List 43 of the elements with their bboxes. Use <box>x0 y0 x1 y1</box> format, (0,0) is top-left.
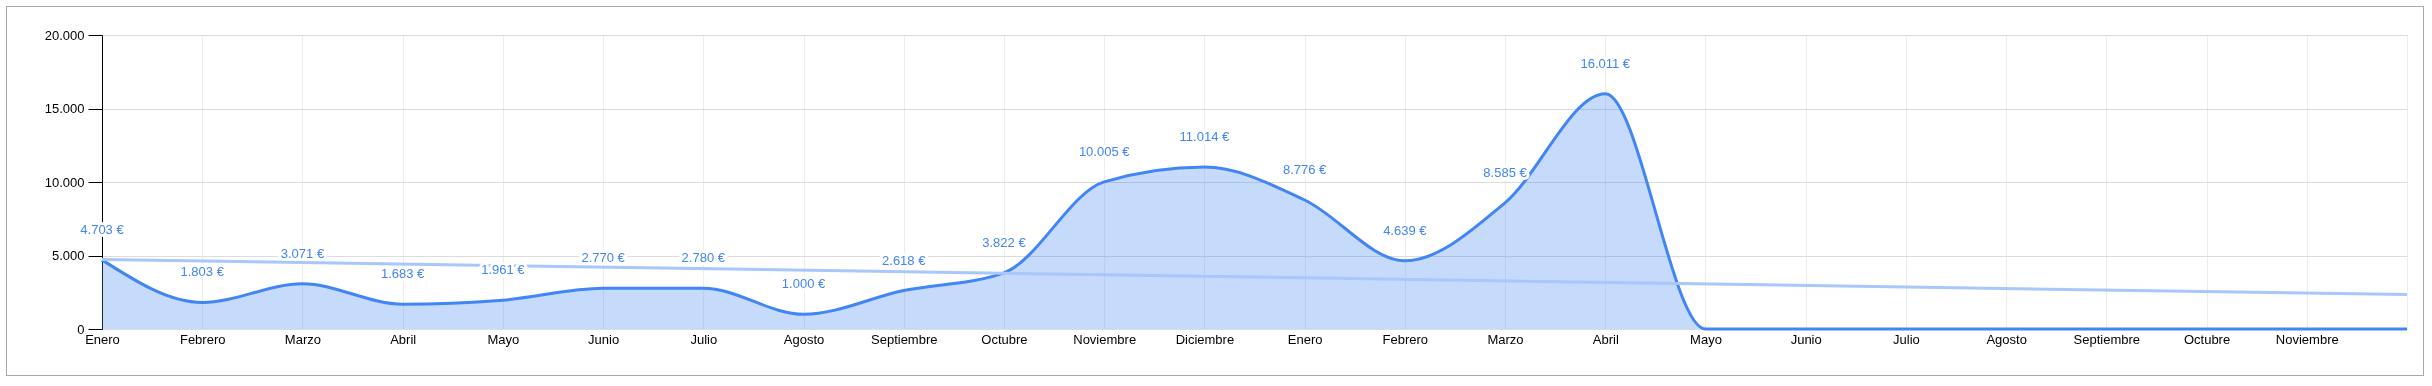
y-tick-label: 15.000 <box>44 101 85 116</box>
x-tick-label: Septiembre <box>2073 331 2141 347</box>
x-tick-label: Junio <box>588 331 620 347</box>
data-label: 2.770 € <box>581 250 626 266</box>
data-label: 8.776 € <box>1282 161 1328 177</box>
x-tick-label: Octubre <box>2183 331 2231 347</box>
data-label: 11.014 € <box>1179 129 1230 145</box>
x-tick-label: Marzo <box>284 331 321 347</box>
x-tick-label: Noviembre <box>2275 331 2339 347</box>
data-label: 16.011 € <box>1580 55 1631 71</box>
data-label: 1.961 € <box>481 262 526 278</box>
x-tick-label: Diciembre <box>1175 331 1235 347</box>
x-tick-label: Abril <box>1592 331 1619 347</box>
data-label: 8.585 € <box>1483 164 1528 180</box>
data-label: 1.683 € <box>380 266 426 282</box>
x-tick-label: Agosto <box>783 331 825 347</box>
data-label: 3.822 € <box>982 234 1027 250</box>
x-tick-label: Enero <box>85 331 120 347</box>
x-tick-label: Agosto <box>1986 331 2027 347</box>
data-label: 10.005 € <box>1078 143 1131 159</box>
x-tick-label: Julio <box>690 331 718 347</box>
y-tick-label: 5.000 <box>51 248 85 263</box>
x-tick-label: Septiembre <box>871 331 938 347</box>
x-tick-label: Marzo <box>1487 331 1524 347</box>
x-tick-label: Febrero <box>179 331 226 347</box>
y-tick-label: 0 <box>77 321 85 337</box>
x-tick-label: Julio <box>1893 331 1920 347</box>
x-tick-label: Noviembre <box>1073 331 1137 347</box>
x-tick-label: Abril <box>390 331 417 347</box>
data-label: 2.618 € <box>882 252 927 268</box>
y-tick-label: 20.000 <box>44 27 85 43</box>
data-label: 4.639 € <box>1383 222 1428 238</box>
data-label: 1.000 € <box>781 276 826 292</box>
x-tick-label: Mayo <box>1690 331 1722 347</box>
data-label: 1.803 € <box>180 264 225 280</box>
y-tick-label: 10.000 <box>44 174 85 190</box>
x-tick-label: Enero <box>1287 331 1323 347</box>
data-label: 3.071 € <box>280 245 325 261</box>
x-tick-label: Junio <box>1790 331 1822 347</box>
x-tick-label: Febrero <box>1382 331 1429 347</box>
x-tick-label: Mayo <box>487 331 520 347</box>
x-tick-label: Octubre <box>981 331 1028 347</box>
data-label: 2.780 € <box>681 250 726 266</box>
